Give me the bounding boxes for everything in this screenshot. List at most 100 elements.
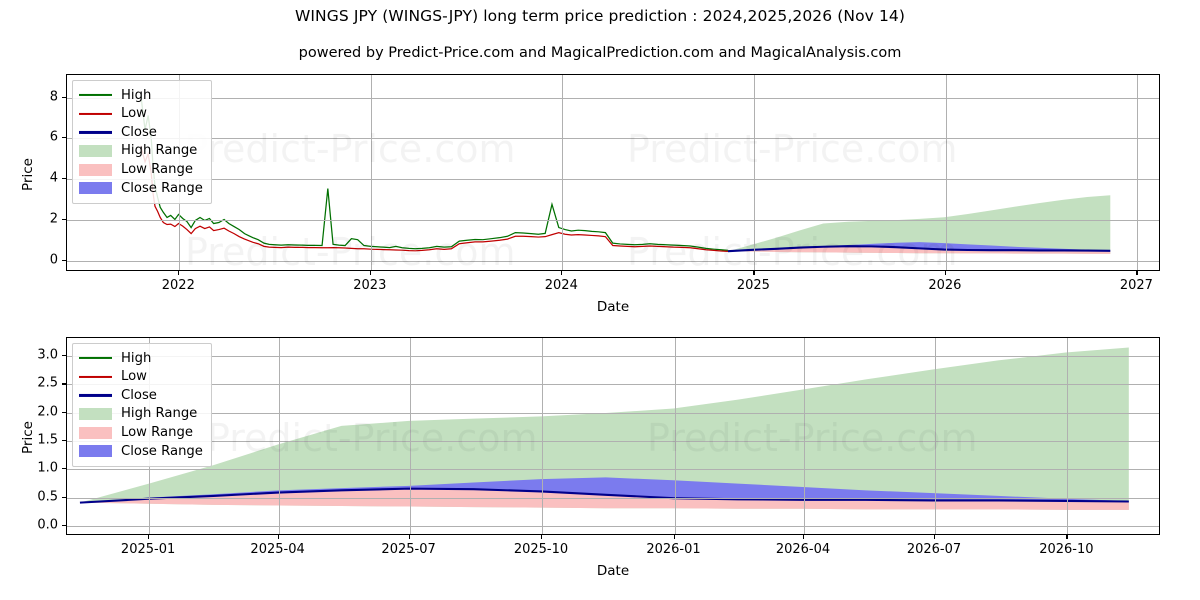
x-tick-mark (753, 271, 755, 275)
x-tick-mark (541, 535, 543, 539)
legend-item-high-range: High Range (79, 142, 203, 161)
legend-patch-swatch-icon (79, 407, 112, 421)
legend-item-label: Low Range (121, 425, 193, 441)
legend-item-label: High (121, 87, 152, 103)
swatch (79, 182, 112, 195)
gridline-horizontal (67, 412, 1159, 414)
x-tick-mark (148, 535, 150, 539)
y-tick-label: 0.5 (37, 489, 58, 504)
gridline-vertical (409, 338, 411, 534)
legend-item-label: High (121, 350, 152, 366)
x-tick-mark (1066, 535, 1068, 539)
y-tick-label: 4 (49, 170, 58, 186)
gridline-vertical (562, 75, 564, 270)
page-title: WINGS JPY (WINGS-JPY) long term price pr… (294, 7, 906, 25)
legend-item-low: Low (79, 368, 203, 387)
x-tick-label: 2025-01 (120, 542, 176, 557)
y-tick-label: 2 (49, 211, 58, 227)
close-series-line (727, 245, 1111, 253)
x-tick-mark (803, 535, 805, 539)
legend-line-swatch-icon (79, 107, 112, 121)
y-tick-label: 0.0 (37, 517, 58, 533)
legend-item-label: Low Range (121, 162, 193, 178)
gridline-horizontal (67, 97, 1159, 99)
x-tick-label: 2025-10 (513, 542, 569, 557)
y-tick-mark (62, 178, 66, 180)
gridline-horizontal (67, 260, 1159, 262)
gridline-vertical (674, 338, 676, 534)
swatch (79, 375, 112, 378)
x-tick-mark (934, 535, 936, 539)
legend-item-label: Low (121, 369, 147, 385)
bottom-chart-plot-area: Predict-Price.comPredict-Price.com (66, 337, 1160, 535)
x-tick-label: 2027 (1119, 278, 1153, 293)
gridline-horizontal (67, 469, 1159, 471)
legend-line-swatch-icon (79, 370, 112, 384)
gridline-horizontal (67, 525, 1159, 527)
gridline-vertical (278, 338, 280, 534)
legend-item-label: High Range (121, 143, 198, 159)
y-tick-mark (62, 440, 66, 442)
top-chart-canvas (140, 95, 1111, 254)
x-tick-label: 2024 (544, 278, 578, 293)
gridline-horizontal (67, 356, 1159, 358)
legend-line-swatch-icon (79, 351, 112, 365)
gridline-vertical (542, 338, 543, 534)
swatch (79, 131, 112, 134)
gridline-horizontal (67, 384, 1159, 386)
x-tick-mark (369, 271, 371, 275)
x-tick-label: 2026-04 (775, 542, 831, 557)
y-tick-label: 8 (49, 89, 58, 104)
legend-patch-swatch-icon (79, 426, 112, 440)
swatch (79, 394, 112, 397)
y-axis-label: Price (20, 421, 36, 454)
legend-item-high: High (79, 349, 203, 368)
swatch (79, 163, 112, 176)
swatch (79, 112, 112, 115)
swatch (79, 94, 112, 97)
legend-item-label: Close Range (121, 180, 203, 196)
y-axis-label: Price (20, 157, 36, 191)
y-tick-mark (62, 355, 66, 357)
gridline-vertical (1067, 338, 1069, 534)
x-tick-label: 2026-01 (646, 542, 701, 557)
legend-line-swatch-icon (79, 125, 112, 139)
swatch (79, 145, 112, 158)
low-range-band (727, 246, 1111, 254)
y-tick-label: 6 (49, 129, 58, 145)
y-tick-mark (62, 96, 66, 98)
y-tick-label: 1.0 (37, 460, 58, 476)
x-tick-mark (561, 271, 563, 275)
x-tick-label: 2025-04 (250, 542, 305, 557)
legend-item-low-range: Low Range (79, 423, 203, 442)
y-tick-mark (62, 137, 66, 139)
gridline-vertical (370, 75, 372, 270)
x-tick-label: 2023 (353, 278, 387, 293)
gridline-horizontal (67, 219, 1159, 221)
y-tick-label: 2.0 (37, 404, 58, 420)
chart-subtitle: powered by Predict-Price.com and Magical… (298, 45, 902, 61)
low-series-line (140, 145, 728, 253)
gridline-vertical (945, 75, 947, 270)
x-tick-label: 2025 (736, 278, 770, 293)
legend-line-swatch-icon (79, 88, 112, 102)
gridline-vertical (804, 338, 805, 534)
x-tick-label: 2026-07 (906, 542, 962, 557)
y-tick-mark (62, 259, 66, 261)
x-tick-mark (277, 535, 279, 539)
legend-item-low: Low (79, 105, 203, 124)
legend-patch-swatch-icon (79, 181, 112, 195)
y-tick-label: 2.5 (37, 375, 58, 391)
gridline-vertical (935, 338, 936, 534)
x-tick-label: 2025-07 (381, 542, 436, 557)
legend-item-label: Low (121, 106, 147, 122)
y-tick-mark (62, 411, 66, 413)
x-axis-label: Date (596, 299, 630, 315)
top-chart-plot-area: Predict-Price.comPredict-Price.comPredic… (66, 74, 1160, 271)
x-tick-mark (1136, 271, 1138, 275)
low-range-band (79, 488, 1129, 510)
swatch (79, 408, 112, 421)
x-tick-mark (408, 535, 410, 539)
x-axis-label: Date (596, 563, 630, 579)
